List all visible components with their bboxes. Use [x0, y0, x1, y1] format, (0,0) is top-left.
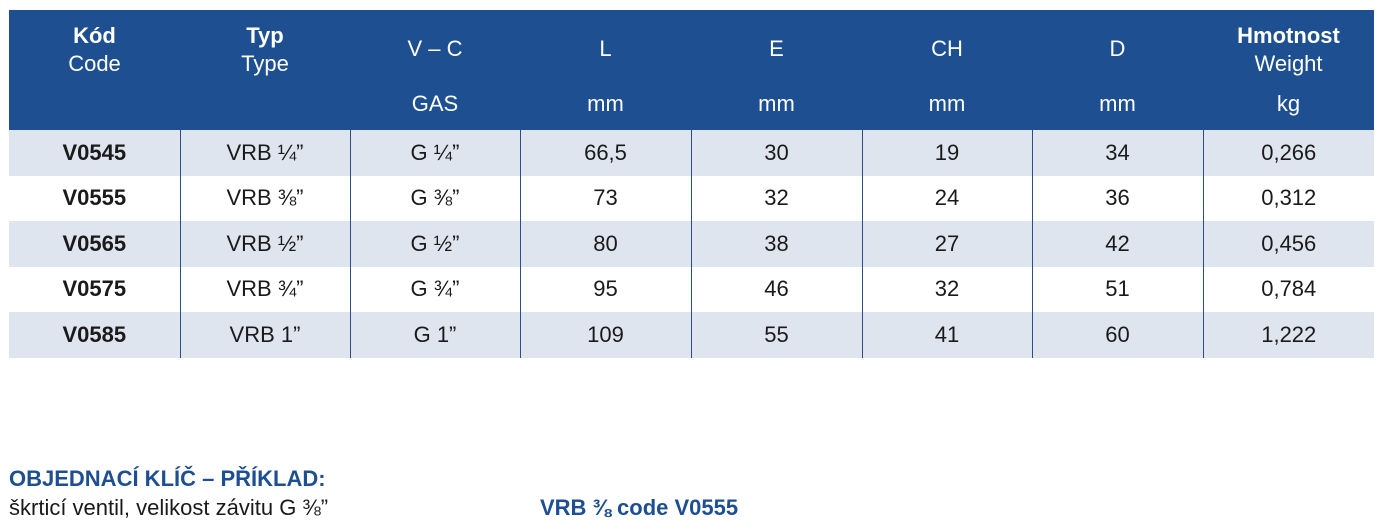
column-header-sublabel: Type: [241, 51, 289, 76]
table-cell: 73: [519, 175, 691, 221]
column-unit-0: [9, 84, 180, 130]
column-unit-4: mm: [691, 84, 862, 130]
table-cell: 51: [1031, 266, 1203, 312]
column-unit-5: mm: [862, 84, 1032, 130]
table-cell: 66,5: [519, 130, 691, 176]
product-code-cell: V0555: [9, 175, 180, 221]
order-key-title: OBJEDNACÍ KLÍČ – PŘÍKLAD:: [9, 466, 326, 491]
table-cell: 60: [1031, 312, 1203, 358]
table-cell: 30: [690, 130, 862, 176]
column-header-7: Hmotnost Weight: [1203, 10, 1374, 84]
spec-table: Kód Code Typ Type V – C L E CH D Hmotnost Weight G…: [9, 10, 1374, 358]
table-row: V0575 VRB ¾” G ¾” 95 46 32 51 0,784: [9, 266, 1374, 312]
column-header-label: L: [599, 36, 612, 61]
table-cell: 0,312: [1202, 175, 1374, 221]
table-cell: 34: [1031, 130, 1203, 176]
table-cell: G ½”: [349, 221, 520, 267]
column-header-1: Typ Type: [180, 10, 350, 84]
table-cell: G ⅜”: [349, 175, 520, 221]
table-header: Kód Code Typ Type V – C L E CH D Hmotnost Weight G…: [9, 10, 1374, 130]
column-header-label: D: [1109, 36, 1126, 61]
table-cell: 38: [690, 221, 862, 267]
product-code-cell: V0545: [9, 130, 180, 176]
table-cell: 0,784: [1202, 266, 1374, 312]
column-unit-1: [180, 84, 350, 130]
column-header-label: V – C: [407, 36, 463, 61]
table-body: V0545 VRB ¼” G ¼” 66,5 30 19 34 0,266 V0555 VRB ⅜…: [9, 130, 1374, 358]
table-cell: 80: [519, 221, 691, 267]
table-row: V0565 VRB ½” G ½” 80 38 27 42 0,456: [9, 221, 1374, 267]
header-row-units: GAS mm mm mm mm kg: [9, 84, 1374, 130]
table-cell: G ¼”: [349, 130, 520, 176]
column-header-label: Typ: [246, 23, 284, 48]
column-header-6: D: [1032, 10, 1203, 84]
table-cell: VRB 1”: [179, 312, 350, 358]
table-cell: 27: [861, 221, 1032, 267]
product-code-cell: V0575: [9, 266, 180, 312]
table-cell: 32: [861, 266, 1032, 312]
table-cell: 32: [690, 175, 862, 221]
column-header-0: Kód Code: [9, 10, 180, 84]
column-header-label: E: [769, 36, 784, 61]
column-unit-2: GAS: [350, 84, 520, 130]
table-cell: 0,266: [1202, 130, 1374, 176]
table-row: V0585 VRB 1” G 1” 109 55 41 60 1,222: [9, 312, 1374, 358]
header-row-labels: Kód Code Typ Type V – C L E CH D Hmotnost Weight: [9, 10, 1374, 84]
table-cell: 41: [861, 312, 1032, 358]
column-header-4: E: [691, 10, 862, 84]
column-header-sublabel: Code: [68, 51, 121, 76]
table-row: V0555 VRB ⅜” G ⅜” 73 32 24 36 0,312: [9, 175, 1374, 221]
table-cell: VRB ½”: [179, 221, 350, 267]
table-cell: 95: [519, 266, 691, 312]
order-key-description: škrticí ventil, velikost závitu G ⅜”: [9, 495, 329, 520]
column-header-5: CH: [862, 10, 1032, 84]
table-cell: G 1”: [349, 312, 520, 358]
table-cell: VRB ¾”: [179, 266, 350, 312]
order-key-row: škrticí ventil, velikost závitu G ⅜” VRB…: [9, 493, 1374, 523]
order-key-example: VRB ⅜ code V0555: [540, 495, 739, 520]
table-cell: 36: [1031, 175, 1203, 221]
table-cell: VRB ⅜”: [179, 175, 350, 221]
spec-table-container: Kód Code Typ Type V – C L E CH D Hmotnost Weight G…: [9, 10, 1374, 358]
table-cell: 55: [690, 312, 862, 358]
column-header-3: L: [520, 10, 691, 84]
column-unit-7: kg: [1203, 84, 1374, 130]
column-unit-6: mm: [1032, 84, 1203, 130]
column-header-label: Hmotnost: [1237, 23, 1340, 48]
product-code-cell: V0565: [9, 221, 180, 267]
table-cell: 42: [1031, 221, 1203, 267]
table-cell: 1,222: [1202, 312, 1374, 358]
column-header-label: Kód: [73, 23, 116, 48]
table-cell: G ¾”: [349, 266, 520, 312]
table-cell: VRB ¼”: [179, 130, 350, 176]
column-header-label: CH: [931, 36, 963, 61]
table-cell: 24: [861, 175, 1032, 221]
table-cell: 0,456: [1202, 221, 1374, 267]
table-cell: 19: [861, 130, 1032, 176]
table-row: V0545 VRB ¼” G ¼” 66,5 30 19 34 0,266: [9, 130, 1374, 176]
column-header-sublabel: Weight: [1254, 51, 1323, 76]
table-cell: 46: [690, 266, 862, 312]
column-unit-3: mm: [520, 84, 691, 130]
column-header-2: V – C: [350, 10, 520, 84]
table-cell: 109: [519, 312, 691, 358]
order-key-section: OBJEDNACÍ KLÍČ – PŘÍKLAD: škrticí ventil…: [9, 465, 1374, 523]
product-code-cell: V0585: [9, 312, 180, 358]
